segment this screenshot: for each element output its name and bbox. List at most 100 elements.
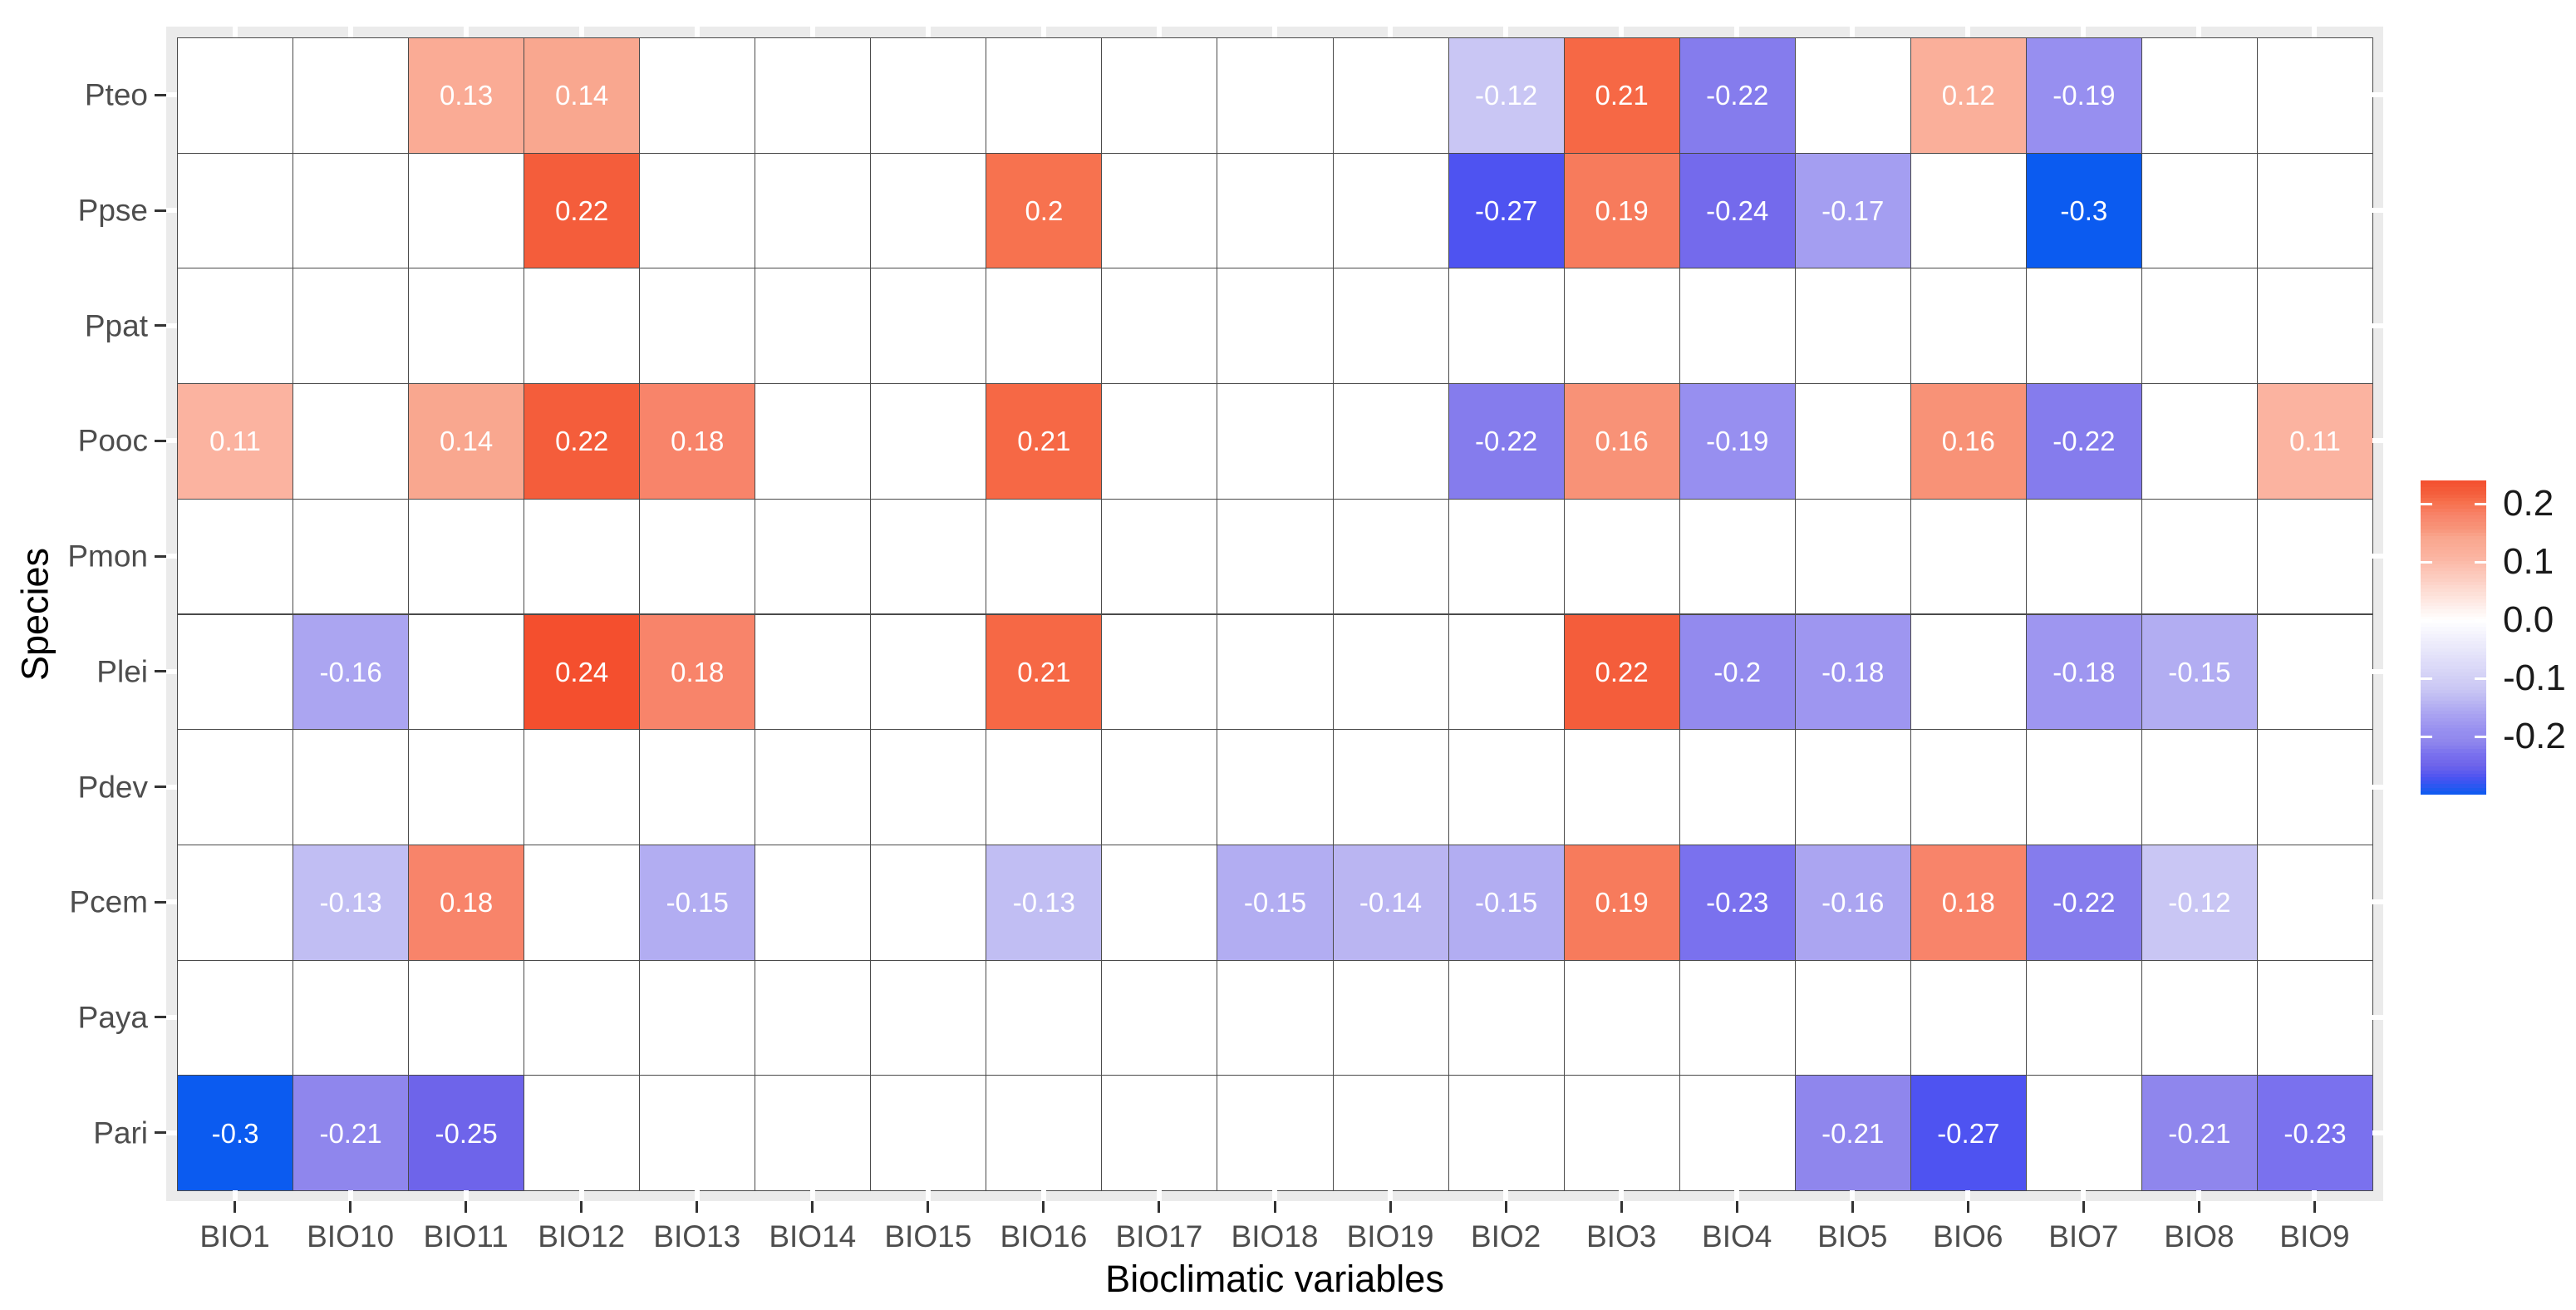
heatmap-cell bbox=[1794, 37, 1911, 154]
heatmap-cell bbox=[1679, 498, 1796, 615]
heatmap-cell bbox=[2256, 959, 2373, 1076]
heatmap-cell bbox=[1332, 152, 1449, 269]
heatmap-cell: -0.18 bbox=[2025, 613, 2142, 731]
heatmap-cell bbox=[2141, 498, 2258, 615]
heatmap-cell bbox=[1448, 959, 1565, 1076]
y-tick-label: Plei bbox=[96, 654, 148, 689]
heatmap-cell bbox=[1101, 729, 1218, 845]
x-axis-tick bbox=[1851, 1201, 1854, 1213]
heatmap-cell bbox=[1910, 152, 2027, 269]
heatmap-cell bbox=[524, 1075, 641, 1191]
gridline-notch bbox=[925, 1190, 931, 1201]
cell-value-label: -0.12 bbox=[1474, 80, 1538, 111]
y-axis-tick bbox=[155, 93, 166, 96]
x-axis-tick bbox=[1735, 1201, 1738, 1213]
x-axis-tick bbox=[811, 1201, 814, 1213]
heatmap-cell: -0.23 bbox=[2256, 1075, 2373, 1191]
heatmap-cell bbox=[1217, 268, 1334, 385]
gridline-notch bbox=[2372, 1014, 2383, 1020]
heatmap-cell: -0.2 bbox=[1679, 613, 1796, 731]
x-tick-label: BIO10 bbox=[307, 1219, 395, 1253]
cell-value-label: -0.19 bbox=[2052, 80, 2116, 111]
heatmap-cell bbox=[870, 37, 987, 154]
x-axis-tick bbox=[1042, 1201, 1045, 1213]
cell-value-label: 0.22 bbox=[555, 195, 609, 227]
heatmap-cell: 0.21 bbox=[1563, 37, 1680, 154]
cell-value-label: 0.18 bbox=[671, 426, 725, 457]
legend-tick bbox=[2475, 677, 2486, 680]
heatmap-cell bbox=[870, 152, 987, 269]
heatmap-cell bbox=[1332, 613, 1449, 731]
x-tick-label: BIO2 bbox=[1470, 1219, 1541, 1253]
x-tick-label: BIO15 bbox=[884, 1219, 972, 1253]
gridline-notch bbox=[1619, 1190, 1625, 1201]
heatmap-cell bbox=[1217, 37, 1334, 154]
gridline-notch bbox=[2372, 438, 2383, 444]
x-axis-tick bbox=[1966, 1201, 1969, 1213]
heatmap-cell bbox=[2025, 498, 2142, 615]
heatmap-cell: -0.21 bbox=[293, 1075, 410, 1191]
cell-value-label: 0.16 bbox=[1595, 426, 1649, 457]
x-tick-label: BIO13 bbox=[653, 1219, 741, 1253]
heatmap-cell bbox=[1217, 383, 1334, 500]
x-axis-tick bbox=[696, 1201, 699, 1213]
heatmap-cell: -0.25 bbox=[408, 1075, 525, 1191]
heatmap-cell bbox=[755, 152, 872, 269]
cell-value-label: -0.18 bbox=[1821, 656, 1885, 687]
heatmap-cell bbox=[1332, 383, 1449, 500]
heatmap-cell: -0.3 bbox=[2025, 152, 2142, 269]
heatmap-cell bbox=[870, 498, 987, 615]
gridline-notch bbox=[2312, 27, 2318, 37]
heatmap-cell: -0.23 bbox=[1679, 844, 1796, 961]
heatmap-cell bbox=[1563, 959, 1680, 1076]
y-axis-tick bbox=[155, 670, 166, 673]
y-tick-label: Ppat bbox=[84, 308, 148, 343]
x-axis-tick bbox=[1504, 1201, 1507, 1213]
cell-value-label: -0.3 bbox=[2060, 195, 2108, 227]
heatmap-cell bbox=[1910, 729, 2027, 845]
heatmap-cell bbox=[408, 959, 525, 1076]
heatmap-cell bbox=[1217, 1075, 1334, 1191]
heatmap-cell bbox=[1448, 498, 1565, 615]
gridline-notch bbox=[1734, 27, 1740, 37]
heatmap-cell: -0.13 bbox=[986, 844, 1103, 961]
legend-tick bbox=[2475, 502, 2486, 505]
heatmap-cell bbox=[986, 1075, 1103, 1191]
heatmap-cell bbox=[755, 498, 872, 615]
y-axis-tick bbox=[155, 900, 166, 904]
gridline-notch bbox=[1619, 27, 1625, 37]
x-tick-label: BIO11 bbox=[423, 1219, 509, 1253]
heatmap-cell: 0.22 bbox=[524, 383, 641, 500]
heatmap-cell bbox=[2025, 1075, 2142, 1191]
heatmap-cell bbox=[755, 1075, 872, 1191]
heatmap-cell: 0.14 bbox=[408, 383, 525, 500]
y-tick-label: Pooc bbox=[77, 423, 148, 458]
heatmap-cell bbox=[1332, 498, 1449, 615]
heatmap-cell: 0.11 bbox=[177, 383, 294, 500]
heatmap-cell: -0.17 bbox=[1794, 152, 1911, 269]
x-tick-label: BIO3 bbox=[1585, 1219, 1657, 1253]
heatmap-cell: -0.22 bbox=[2025, 844, 2142, 961]
gridline-notch bbox=[463, 1190, 469, 1201]
heatmap-cell bbox=[1563, 729, 1680, 845]
cell-value-label: 0.22 bbox=[1595, 656, 1649, 687]
heatmap-cell bbox=[755, 844, 872, 961]
x-tick-label: BIO6 bbox=[1933, 1219, 2003, 1253]
x-tick-label: BIO19 bbox=[1346, 1219, 1434, 1253]
cell-value-label: -0.13 bbox=[319, 887, 382, 918]
x-tick-label: BIO1 bbox=[199, 1219, 270, 1253]
cell-value-label: 0.18 bbox=[1941, 887, 1995, 918]
heatmap-cell bbox=[755, 383, 872, 500]
heatmap-cell bbox=[2141, 152, 2258, 269]
heatmap-cell bbox=[639, 959, 756, 1076]
heatmap-cell bbox=[177, 37, 294, 154]
cell-value-label: -0.27 bbox=[1937, 1117, 2000, 1149]
cell-value-label: -0.12 bbox=[2168, 887, 2231, 918]
heatmap-cell: 0.21 bbox=[986, 383, 1103, 500]
cell-value-label: -0.3 bbox=[211, 1117, 259, 1149]
heatmap-cell bbox=[177, 152, 294, 269]
gridline-notch bbox=[694, 27, 700, 37]
heatmap-cell: -0.19 bbox=[2025, 37, 2142, 154]
cell-value-label: 0.21 bbox=[1017, 656, 1071, 687]
heatmap-cell bbox=[870, 1075, 987, 1191]
